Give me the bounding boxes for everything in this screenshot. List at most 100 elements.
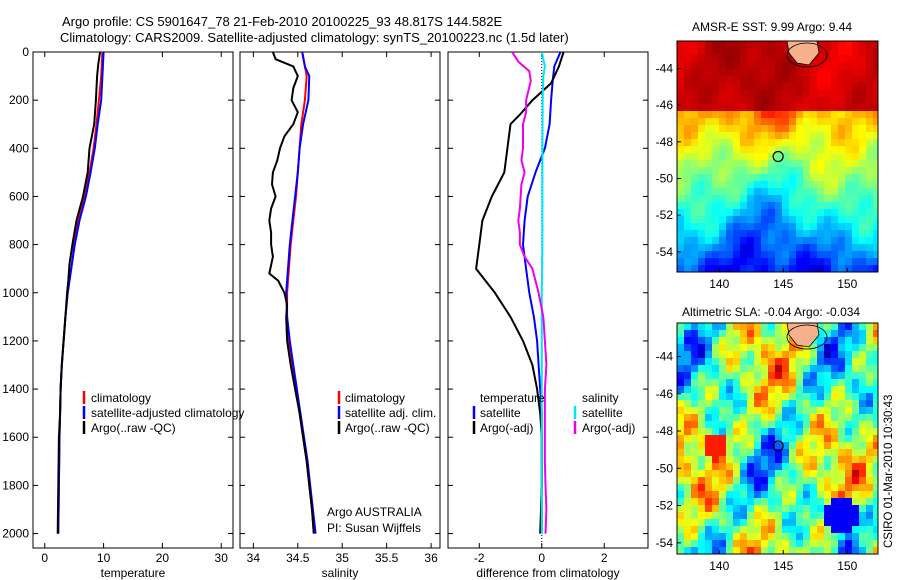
map-cell	[824, 125, 831, 132]
map-cell	[684, 351, 691, 358]
map-cell	[873, 407, 878, 414]
map-cell	[810, 519, 817, 526]
map-cell	[824, 400, 831, 407]
legend-sal-argo: Argo(-adj)	[582, 421, 635, 435]
map-cell	[817, 209, 824, 216]
map-cell	[852, 505, 859, 512]
map-cell	[733, 209, 740, 216]
map-cell	[747, 223, 754, 230]
map-cell	[789, 146, 796, 153]
map-cell	[796, 414, 803, 421]
map-cell	[733, 139, 740, 146]
map-cell	[726, 244, 733, 251]
map-cell	[852, 237, 859, 244]
map-cell	[733, 365, 740, 372]
map-cell	[803, 372, 810, 379]
map-cell	[866, 435, 873, 442]
map-cell	[719, 505, 726, 512]
map-cell	[796, 519, 803, 526]
map-cell	[705, 69, 712, 76]
map-cell	[698, 230, 705, 237]
map-cell	[712, 393, 719, 400]
map-cell	[754, 351, 761, 358]
map-cell	[740, 337, 747, 344]
map-cell	[859, 414, 866, 421]
map-cell	[719, 48, 726, 55]
map-cell	[852, 174, 859, 181]
map-cell	[726, 358, 733, 365]
map-cell	[817, 69, 824, 76]
map-cell	[831, 414, 838, 421]
map-cell	[789, 69, 796, 76]
map-cell	[754, 181, 761, 188]
map-cell	[817, 111, 824, 118]
map-cell	[754, 97, 761, 104]
map-cell	[782, 188, 789, 195]
map-cell	[726, 230, 733, 237]
map-cell	[866, 477, 873, 484]
map-cell	[684, 323, 691, 330]
map-cell	[859, 76, 866, 83]
map-cell	[705, 41, 712, 48]
map-cell	[866, 379, 873, 386]
map-cell	[719, 132, 726, 139]
map-cell	[873, 421, 878, 428]
map-cell	[698, 337, 705, 344]
map-cell	[726, 104, 733, 111]
map-cell	[705, 174, 712, 181]
map-cell	[838, 160, 845, 167]
map-cell	[698, 470, 705, 477]
map-cell	[789, 125, 796, 132]
map-cell	[810, 167, 817, 174]
map-cell	[677, 372, 684, 379]
map-cell	[873, 386, 878, 393]
map-cell	[733, 146, 740, 153]
map-cell	[831, 202, 838, 209]
map-cell	[775, 258, 782, 265]
map-cell	[775, 237, 782, 244]
map-cell	[684, 174, 691, 181]
map-cell	[775, 491, 782, 498]
map-cell	[698, 111, 705, 118]
map-cell	[712, 386, 719, 393]
map-cell	[859, 323, 866, 330]
map-cell	[677, 505, 684, 512]
map-cell	[761, 337, 768, 344]
map-cell	[719, 407, 726, 414]
map-cell	[705, 83, 712, 90]
map-cell	[677, 209, 684, 216]
map-cell	[824, 358, 831, 365]
map-cell	[838, 337, 845, 344]
map-cell	[747, 526, 754, 533]
map-cell	[726, 265, 733, 272]
map-cell	[810, 351, 817, 358]
map-cell	[677, 69, 684, 76]
map-cell	[852, 526, 859, 533]
map-cell	[768, 491, 775, 498]
map-cell	[684, 540, 691, 547]
map-cell	[698, 449, 705, 456]
map-cell	[761, 160, 768, 167]
map-cell	[845, 484, 852, 491]
map-cell	[831, 484, 838, 491]
map-cell	[733, 372, 740, 379]
map-cell	[719, 97, 726, 104]
map-cell	[747, 76, 754, 83]
map-cell	[754, 146, 761, 153]
map-cell	[684, 69, 691, 76]
map-cell	[775, 421, 782, 428]
map-cell	[803, 358, 810, 365]
map-cell	[803, 160, 810, 167]
map-cell	[789, 188, 796, 195]
map-cell	[768, 358, 775, 365]
map-cell	[866, 547, 873, 554]
map-cell	[719, 470, 726, 477]
map-cell	[803, 533, 810, 540]
map-cell	[691, 372, 698, 379]
map-cell	[698, 258, 705, 265]
map-cell	[789, 76, 796, 83]
map-cell	[733, 533, 740, 540]
map-cell	[803, 547, 810, 554]
map-cell	[719, 118, 726, 125]
map-cell	[712, 209, 719, 216]
